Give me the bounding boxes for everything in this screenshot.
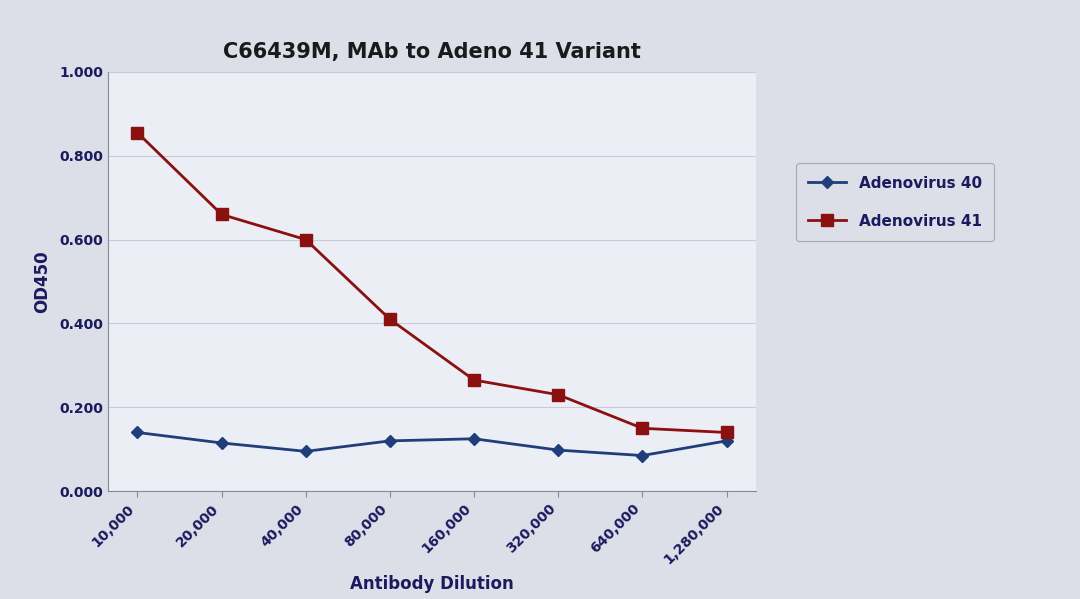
Adenovirus 40: [383, 437, 396, 444]
Adenovirus 40: [468, 435, 481, 442]
X-axis label: Antibody Dilution: Antibody Dilution: [350, 575, 514, 593]
Adenovirus 41: [636, 425, 649, 432]
Adenovirus 40: [636, 452, 649, 459]
Title: C66439M, MAb to Adeno 41 Variant: C66439M, MAb to Adeno 41 Variant: [224, 42, 640, 62]
Adenovirus 41: [552, 391, 565, 398]
Adenovirus 40: [299, 448, 312, 455]
Adenovirus 41: [215, 211, 228, 218]
Adenovirus 41: [131, 129, 144, 137]
Line: Adenovirus 40: Adenovirus 40: [133, 428, 731, 459]
Adenovirus 40: [215, 440, 228, 447]
Adenovirus 40: [720, 437, 733, 444]
Adenovirus 41: [468, 377, 481, 384]
Adenovirus 41: [383, 316, 396, 323]
Adenovirus 40: [131, 429, 144, 436]
Adenovirus 41: [720, 429, 733, 436]
Line: Adenovirus 41: Adenovirus 41: [132, 127, 732, 438]
Adenovirus 40: [552, 446, 565, 453]
Legend: Adenovirus 40, Adenovirus 41: Adenovirus 40, Adenovirus 41: [796, 164, 994, 241]
Adenovirus 41: [299, 236, 312, 243]
Y-axis label: OD450: OD450: [32, 250, 51, 313]
